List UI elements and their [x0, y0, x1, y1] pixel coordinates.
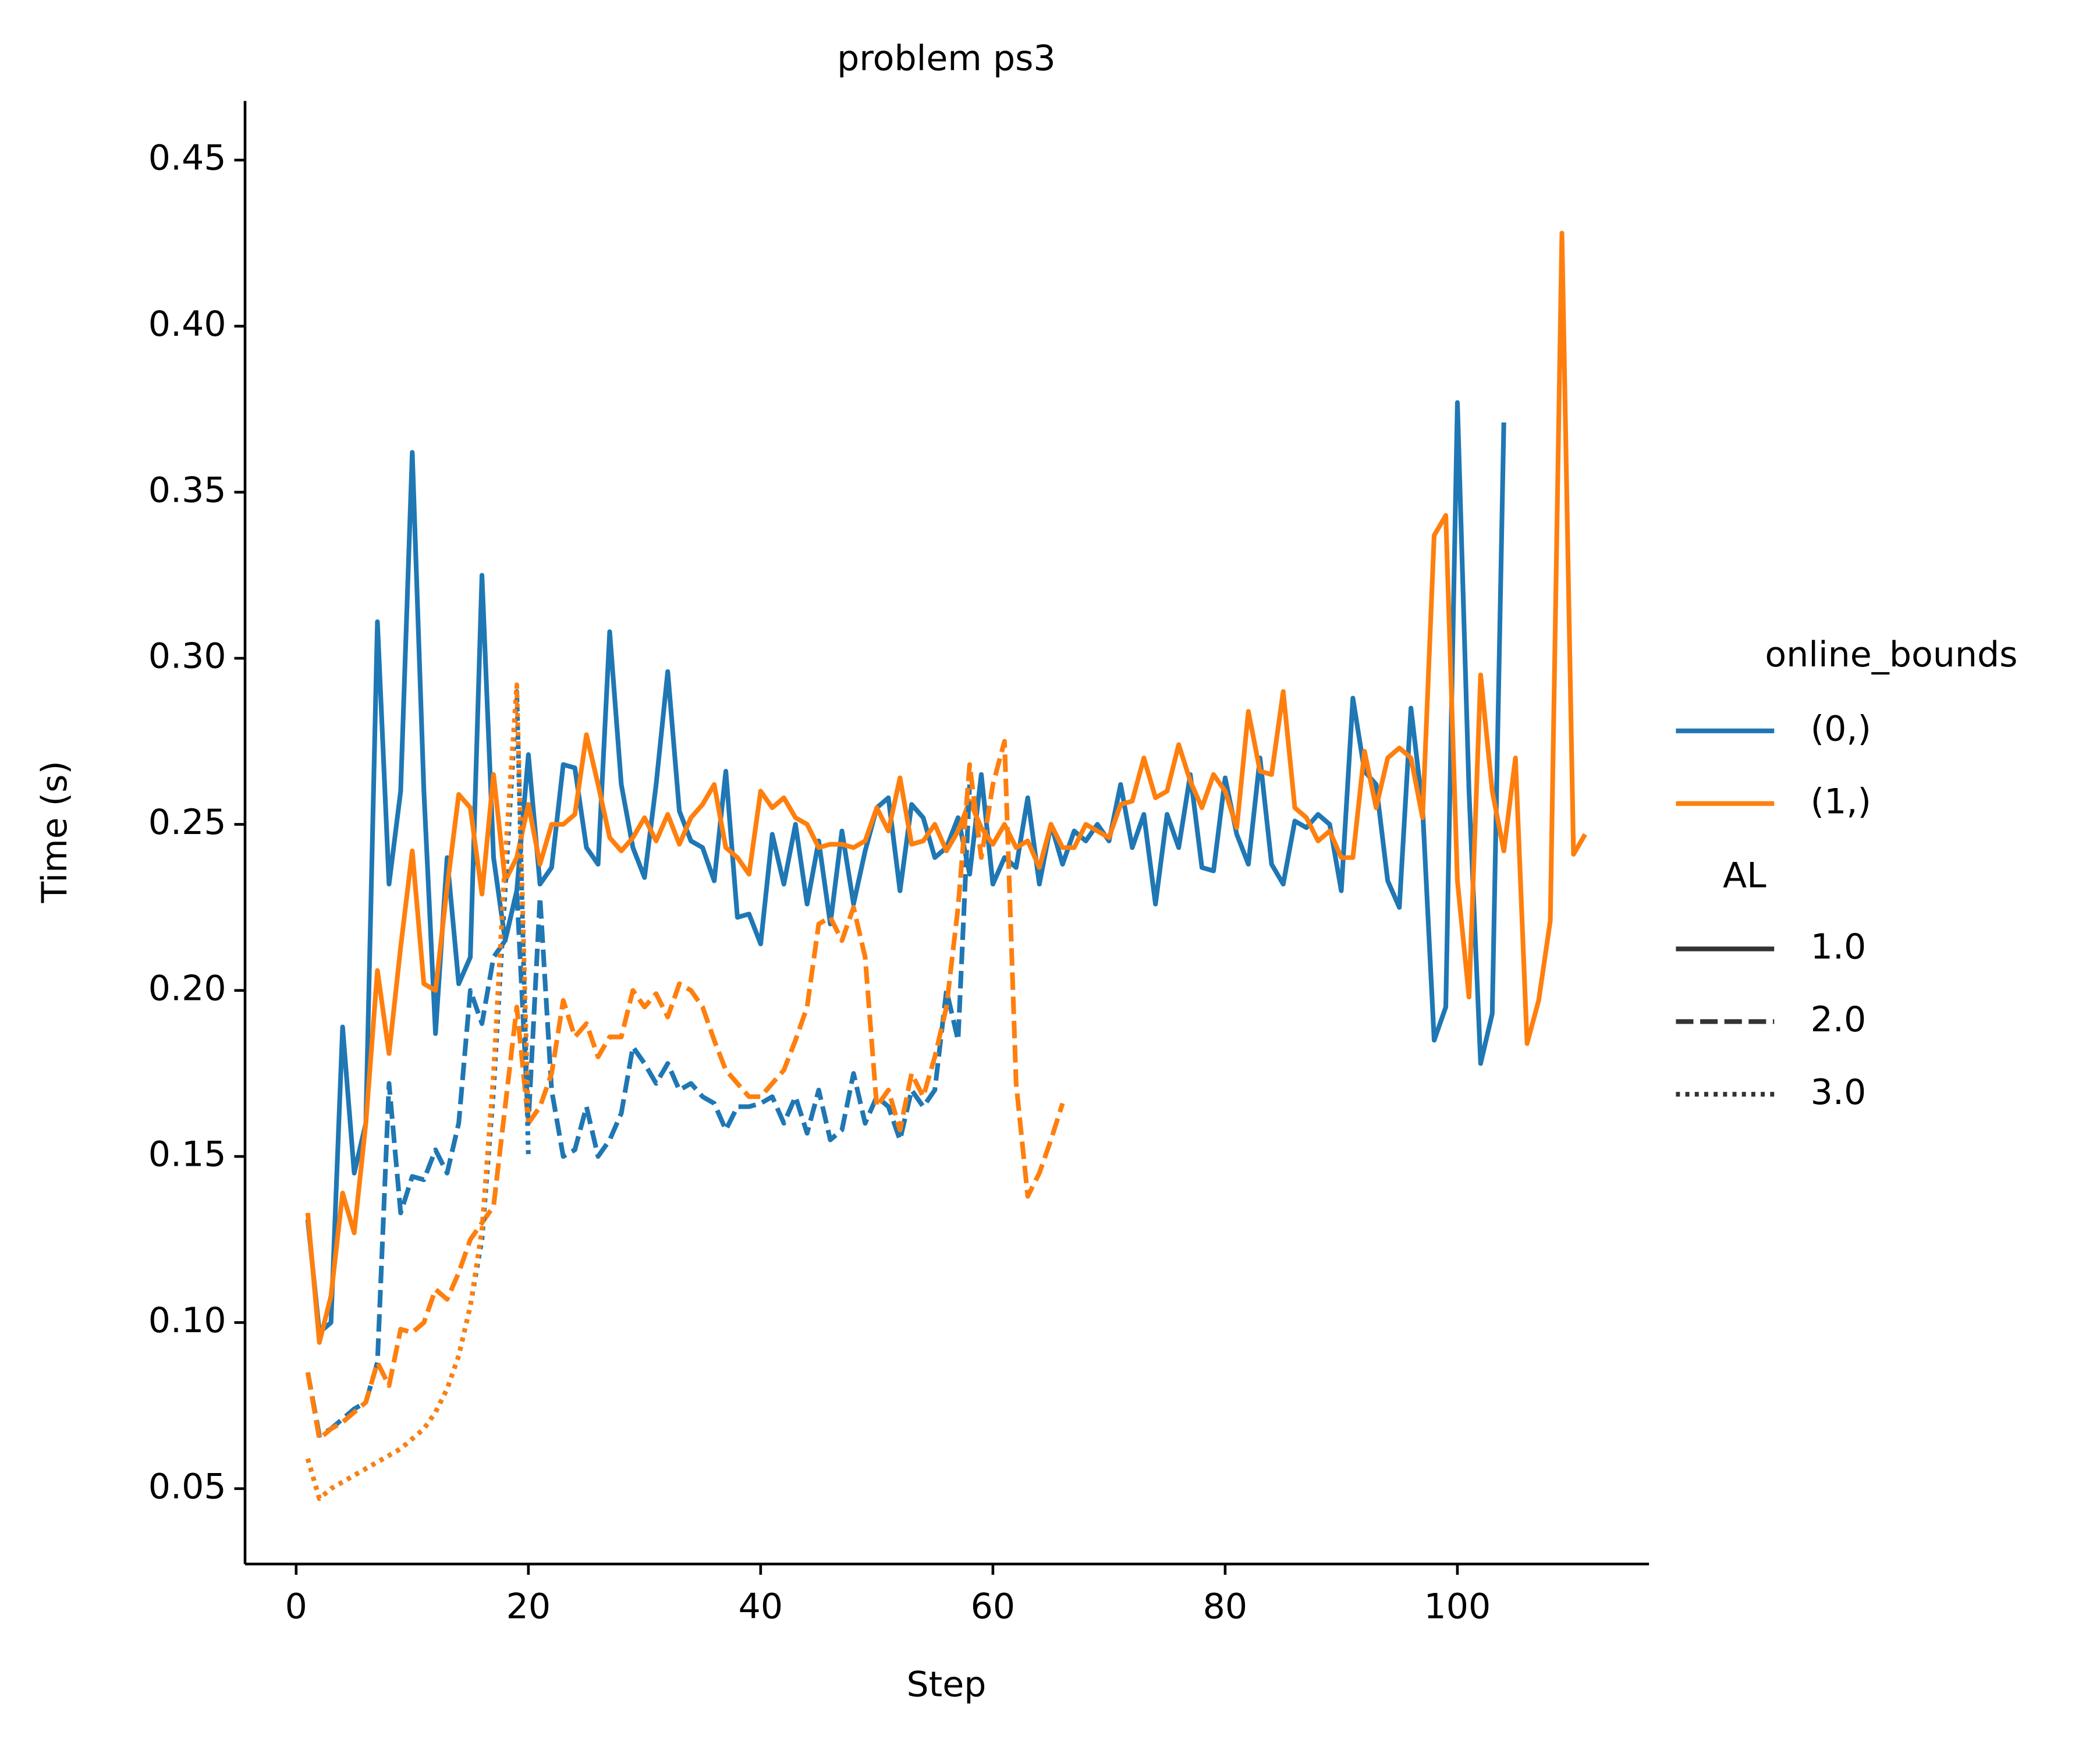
x-tick-label: 80	[1203, 1586, 1248, 1627]
x-tick-label: 40	[739, 1586, 783, 1627]
series-line	[305, 400, 1506, 1335]
legend-label: 3.0	[1811, 1072, 1867, 1113]
x-tick-label: 100	[1424, 1586, 1491, 1627]
y-axis-label: Time (s)	[34, 761, 75, 904]
y-tick-label: 0.20	[148, 968, 226, 1009]
y-tick-label: 0.30	[148, 636, 226, 677]
x-tick-label: 0	[285, 1586, 307, 1627]
x-tick-label: 20	[506, 1586, 551, 1627]
y-tick-label: 0.05	[148, 1466, 226, 1507]
y-tick-label: 0.45	[148, 138, 226, 179]
y-tick-label: 0.35	[148, 470, 226, 510]
series-line	[305, 784, 973, 1438]
chart-title: problem ps3	[837, 38, 1056, 79]
y-tick-label: 0.40	[148, 304, 226, 345]
legend-label: (0,)	[1811, 708, 1871, 749]
legend-label: 2.0	[1811, 999, 1867, 1040]
x-tick-label: 60	[971, 1586, 1016, 1627]
y-tick-label: 0.10	[148, 1300, 226, 1341]
legend-label: (1,)	[1811, 781, 1871, 822]
y-tick-label: 0.25	[148, 802, 226, 843]
y-tick-label: 0.15	[148, 1134, 226, 1175]
legend-title: AL	[1723, 855, 1766, 896]
x-axis-label: Step	[906, 1664, 986, 1705]
legend-label: 1.0	[1811, 927, 1867, 967]
legend-title: online_bounds	[1765, 634, 2017, 675]
